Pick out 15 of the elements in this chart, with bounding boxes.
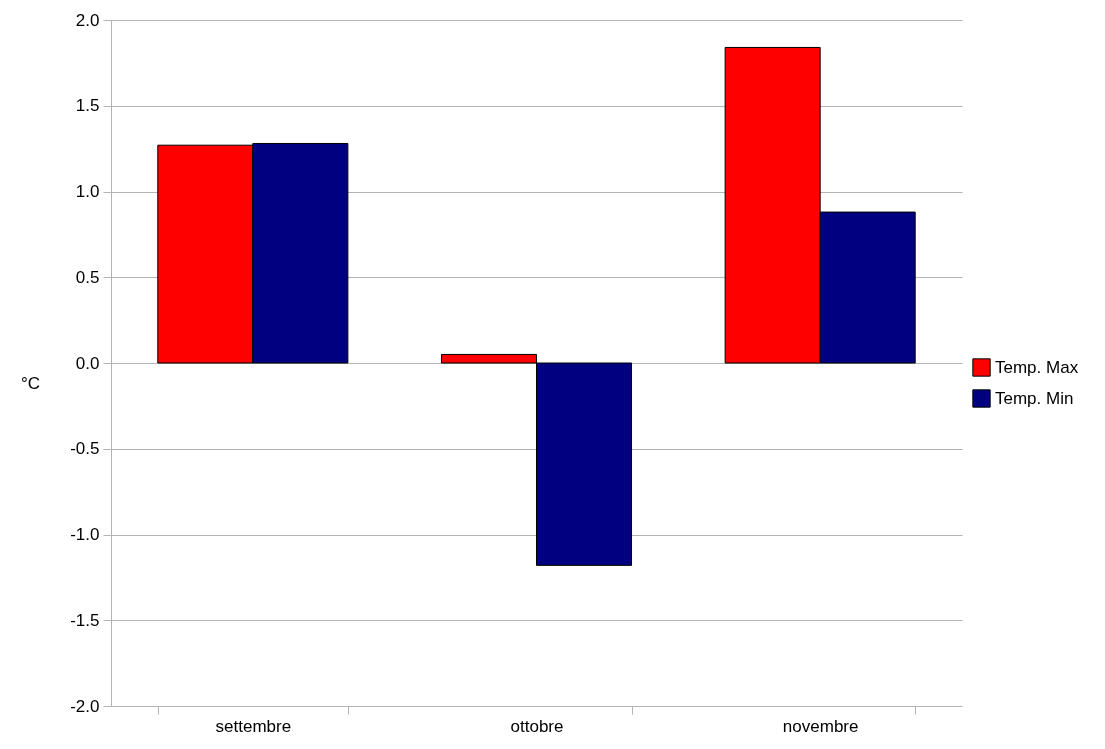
y-axis-title: °C — [20, 373, 41, 393]
x-tick-label: ottobre — [510, 716, 564, 736]
y-tick-label: -0.5 — [70, 439, 100, 459]
y-tick-label: -1.5 — [70, 610, 100, 630]
legend-label: Temp. Max — [995, 357, 1079, 377]
x-tick-label: novembre — [782, 716, 859, 736]
x-tick-label: settembre — [215, 716, 292, 736]
y-tick-label: -2.0 — [70, 696, 100, 716]
legend-label: Temp. Min — [995, 388, 1074, 408]
y-tick-label: 0.5 — [75, 267, 100, 287]
y-tick-label: 2.0 — [75, 10, 100, 30]
y-tick-label: 1.0 — [75, 182, 100, 201]
y-tick-label: -1.0 — [70, 525, 100, 544]
y-tick-label: 0.0 — [75, 353, 100, 373]
y-tick-label: 1.5 — [75, 96, 100, 116]
